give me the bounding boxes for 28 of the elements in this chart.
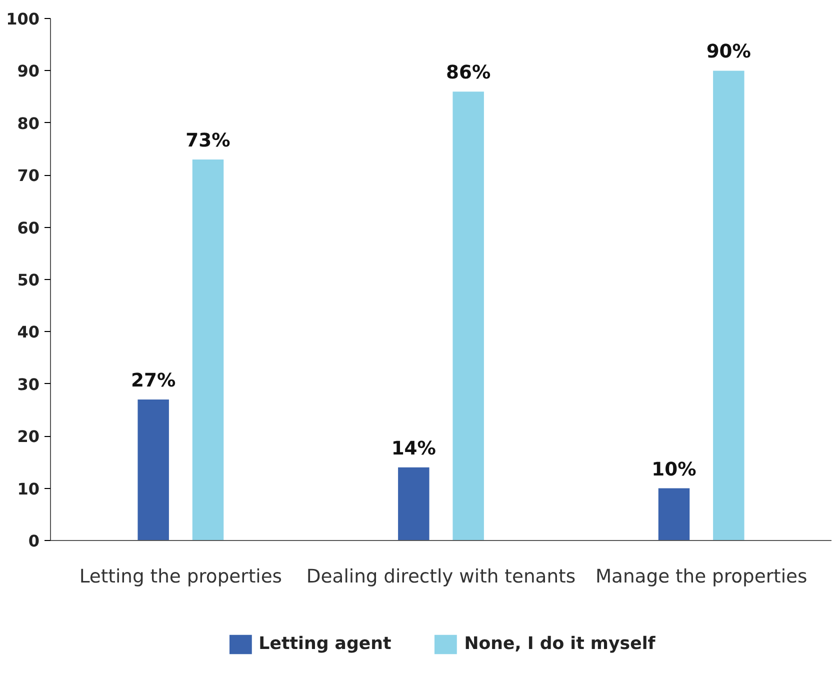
data-label: 86%: [446, 62, 491, 84]
legend-label: Letting agent: [258, 634, 392, 654]
data-label: 10%: [652, 459, 697, 480]
y-tick-label: 30: [17, 374, 40, 394]
y-tick-label: 10: [17, 479, 40, 498]
bar: [192, 159, 224, 540]
data-label: 14%: [391, 438, 436, 460]
bar: [658, 488, 690, 540]
bar: [452, 92, 484, 540]
x-tick-label: Letting the properties: [79, 566, 282, 588]
y-tick-label: 50: [17, 270, 40, 290]
bar: [138, 400, 169, 540]
x-tick-label: Dealing directly with tenants: [306, 566, 576, 588]
data-label: 73%: [186, 130, 231, 152]
y-tick-label: 90: [17, 62, 40, 81]
y-tick-label: 20: [17, 427, 40, 446]
y-tick-label: 60: [17, 218, 40, 238]
data-label: 27%: [131, 370, 176, 392]
y-tick-label: 80: [17, 114, 40, 133]
y-tick-label: 40: [17, 322, 40, 342]
bar: [713, 70, 744, 540]
x-tick-label: Manage the properties: [595, 566, 808, 588]
y-tick-label: 70: [17, 166, 40, 186]
bar: [398, 467, 430, 540]
y-tick-label: 0: [28, 532, 40, 550]
y-tick-label: 100: [6, 10, 40, 28]
legend-label: None, I do it myself: [464, 634, 656, 654]
data-label: 90%: [706, 42, 752, 63]
